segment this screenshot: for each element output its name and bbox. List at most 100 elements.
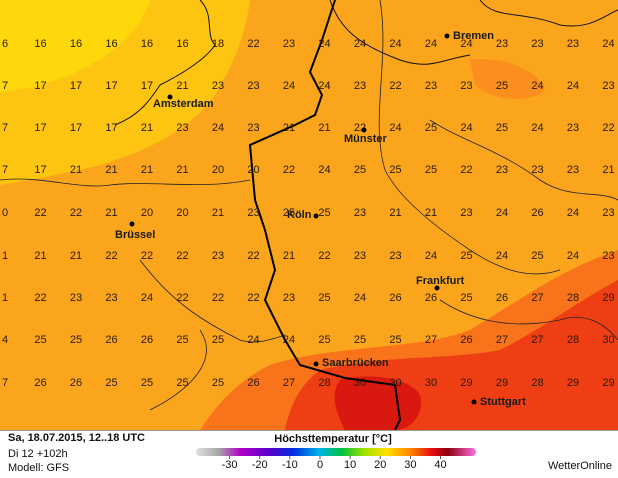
grid-value: 27 bbox=[496, 334, 508, 346]
grid-value: 21 bbox=[176, 164, 188, 176]
grid-value: 22 bbox=[460, 164, 472, 176]
grid-value: 29 bbox=[460, 377, 472, 389]
warm-spot bbox=[470, 59, 545, 100]
grid-value: 22 bbox=[247, 38, 259, 50]
grid-value: 25 bbox=[318, 334, 330, 346]
grid-value: 24 bbox=[212, 122, 224, 134]
grid-value: 24 bbox=[318, 80, 330, 92]
grid-value: 24 bbox=[460, 122, 472, 134]
grid-value: 26 bbox=[34, 377, 46, 389]
grid-value: 29 bbox=[496, 377, 508, 389]
grid-value: 24 bbox=[318, 164, 330, 176]
grid-value: 23 bbox=[496, 38, 508, 50]
mild-zone bbox=[0, 0, 150, 92]
grid-value: 21 bbox=[70, 164, 82, 176]
grid-value: 24 bbox=[531, 80, 543, 92]
legend-tick-label: -30 bbox=[222, 459, 238, 471]
grid-value: 23 bbox=[531, 38, 543, 50]
grid-value: 26 bbox=[531, 207, 543, 219]
grid-value: 23 bbox=[425, 80, 437, 92]
city-label: Bremen bbox=[453, 30, 494, 42]
brand: WetterOnline bbox=[548, 460, 612, 472]
grid-value: 20 bbox=[141, 207, 153, 219]
grid-value: 21 bbox=[105, 164, 117, 176]
grid-value: 28 bbox=[567, 334, 579, 346]
city-label: Saarbrücken bbox=[322, 357, 389, 369]
grid-value: 16 bbox=[34, 38, 46, 50]
grid-value: 25 bbox=[425, 122, 437, 134]
grid-value: 24 bbox=[425, 38, 437, 50]
grid-value: 23 bbox=[212, 80, 224, 92]
grid-value: 21 bbox=[602, 164, 614, 176]
grid-value: 21 bbox=[318, 122, 330, 134]
grid-value: 27 bbox=[425, 334, 437, 346]
grid-value: 24 bbox=[567, 80, 579, 92]
grid-value: 0 bbox=[2, 207, 8, 219]
grid-value: 26 bbox=[105, 334, 117, 346]
legend-tick-label: -20 bbox=[252, 459, 268, 471]
grid-value: 4 bbox=[2, 334, 8, 346]
grid-value: 25 bbox=[354, 164, 366, 176]
grid-value: 24 bbox=[389, 122, 401, 134]
grid-value: 26 bbox=[425, 292, 437, 304]
grid-value: 22 bbox=[318, 250, 330, 262]
grid-value: 16 bbox=[105, 38, 117, 50]
grid-value: 22 bbox=[105, 250, 117, 262]
grid-value: 23 bbox=[247, 207, 259, 219]
grid-value: 17 bbox=[34, 122, 46, 134]
grid-value: 23 bbox=[212, 250, 224, 262]
grid-value: 21 bbox=[283, 122, 295, 134]
grid-value: 16 bbox=[176, 38, 188, 50]
city-dot bbox=[129, 221, 135, 227]
country-border bbox=[248, 0, 402, 430]
city-dot bbox=[471, 399, 477, 405]
grid-value: 23 bbox=[460, 207, 472, 219]
grid-value: 23 bbox=[389, 250, 401, 262]
grid-value: 16 bbox=[70, 38, 82, 50]
legend-tick-label: 20 bbox=[374, 459, 386, 471]
grid-value: 28 bbox=[531, 377, 543, 389]
grid-value: 22 bbox=[70, 207, 82, 219]
grid-value: 24 bbox=[247, 334, 259, 346]
grid-value: 21 bbox=[425, 207, 437, 219]
grid-value: 24 bbox=[354, 38, 366, 50]
grid-value: 17 bbox=[70, 122, 82, 134]
grid-value: 21 bbox=[34, 250, 46, 262]
grid-value: 25 bbox=[212, 334, 224, 346]
grid-value: 24 bbox=[425, 250, 437, 262]
grid-value: 25 bbox=[496, 80, 508, 92]
grid-value: 25 bbox=[176, 334, 188, 346]
grid-value: 6 bbox=[2, 38, 8, 50]
grid-value: 25 bbox=[531, 250, 543, 262]
grid-value: 23 bbox=[567, 122, 579, 134]
grid-value: 22 bbox=[247, 250, 259, 262]
grid-value: 25 bbox=[496, 122, 508, 134]
city-dot bbox=[434, 285, 440, 291]
grid-value: 25 bbox=[141, 377, 153, 389]
grid-value: 22 bbox=[212, 292, 224, 304]
grid-value: 29 bbox=[602, 292, 614, 304]
grid-value: 25 bbox=[105, 377, 117, 389]
grid-value: 24 bbox=[318, 38, 330, 50]
grid-value: 20 bbox=[247, 164, 259, 176]
grid-value: 22 bbox=[602, 122, 614, 134]
grid-value: 23 bbox=[283, 38, 295, 50]
city-dot bbox=[361, 127, 367, 133]
grid-value: 16 bbox=[141, 38, 153, 50]
legend-tick-label: -10 bbox=[282, 459, 298, 471]
grid-value: 23 bbox=[567, 164, 579, 176]
grid-value: 17 bbox=[105, 122, 117, 134]
grid-value: 30 bbox=[389, 377, 401, 389]
grid-value: 17 bbox=[34, 164, 46, 176]
grid-value: 23 bbox=[247, 122, 259, 134]
grid-value: 25 bbox=[460, 292, 472, 304]
grid-value: 23 bbox=[460, 80, 472, 92]
grid-value: 17 bbox=[70, 80, 82, 92]
grid-value: 22 bbox=[389, 80, 401, 92]
grid-value: 25 bbox=[389, 334, 401, 346]
grid-value: 17 bbox=[141, 80, 153, 92]
grid-value: 30 bbox=[425, 377, 437, 389]
legend-ticks: -30 -20 -10 0 10 20 30 40 bbox=[222, 456, 447, 471]
city-label: Köln bbox=[287, 209, 312, 221]
